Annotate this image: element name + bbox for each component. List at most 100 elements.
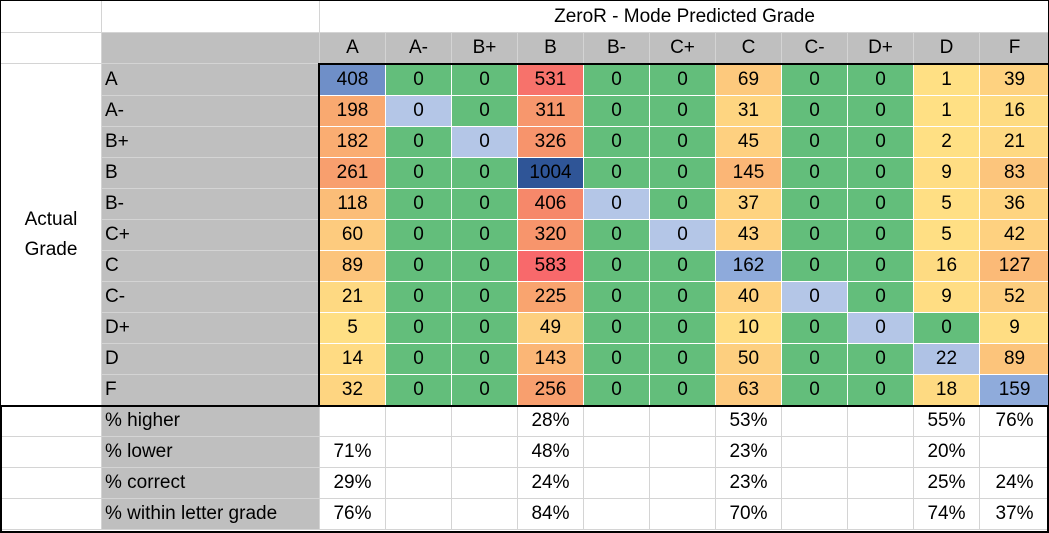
blank-cell[interactable]	[1, 468, 102, 499]
matrix-cell[interactable]: 0	[452, 375, 518, 406]
matrix-cell[interactable]: 0	[782, 344, 848, 375]
matrix-cell[interactable]: 9	[980, 313, 1049, 344]
predicted-grade-header[interactable]: A	[320, 33, 386, 64]
stat-cell[interactable]	[386, 468, 452, 499]
actual-grade-row-label[interactable]: B-	[102, 189, 320, 220]
stat-row-label[interactable]: % within letter grade	[102, 499, 320, 530]
matrix-cell[interactable]: 0	[452, 96, 518, 127]
stat-cell[interactable]	[452, 406, 518, 437]
matrix-cell[interactable]: 21	[320, 282, 386, 313]
stat-cell[interactable]: 23%	[716, 468, 782, 499]
matrix-cell[interactable]: 0	[584, 282, 650, 313]
matrix-cell[interactable]: 5	[914, 220, 980, 251]
matrix-cell[interactable]: 5	[914, 189, 980, 220]
matrix-cell[interactable]: 0	[650, 375, 716, 406]
matrix-cell[interactable]: 42	[980, 220, 1049, 251]
blank-cell[interactable]	[1, 499, 102, 530]
stat-cell[interactable]: 37%	[980, 499, 1049, 530]
stat-cell[interactable]: 48%	[518, 437, 584, 468]
matrix-cell[interactable]: 9	[914, 282, 980, 313]
matrix-cell[interactable]: 0	[584, 127, 650, 158]
stat-cell[interactable]	[782, 499, 848, 530]
matrix-cell[interactable]: 0	[452, 282, 518, 313]
matrix-cell[interactable]: 18	[914, 375, 980, 406]
stat-cell[interactable]: 84%	[518, 499, 584, 530]
predicted-grade-header[interactable]: B	[518, 33, 584, 64]
matrix-cell[interactable]: 45	[716, 127, 782, 158]
matrix-cell[interactable]: 0	[386, 64, 452, 96]
matrix-cell[interactable]: 83	[980, 158, 1049, 189]
stat-cell[interactable]	[386, 406, 452, 437]
matrix-cell[interactable]: 0	[848, 251, 914, 282]
matrix-title[interactable]: ZeroR - Mode Predicted Grade	[320, 1, 1049, 33]
corner-cell[interactable]	[102, 1, 320, 33]
matrix-cell[interactable]: 145	[716, 158, 782, 189]
stat-cell[interactable]: 24%	[980, 468, 1049, 499]
matrix-cell[interactable]: 0	[386, 220, 452, 251]
matrix-cell[interactable]: 0	[848, 127, 914, 158]
stat-row-label[interactable]: % lower	[102, 437, 320, 468]
matrix-cell[interactable]: 0	[650, 127, 716, 158]
matrix-cell[interactable]: 0	[452, 251, 518, 282]
matrix-cell[interactable]: 0	[452, 220, 518, 251]
matrix-cell[interactable]: 0	[386, 251, 452, 282]
matrix-cell[interactable]: 0	[650, 96, 716, 127]
matrix-cell[interactable]: 0	[650, 189, 716, 220]
matrix-cell[interactable]: 0	[584, 375, 650, 406]
matrix-cell[interactable]: 69	[716, 64, 782, 96]
matrix-cell[interactable]: 198	[320, 96, 386, 127]
matrix-cell[interactable]: 52	[980, 282, 1049, 313]
actual-grade-row-label[interactable]: A	[102, 64, 320, 96]
matrix-cell[interactable]: 0	[584, 189, 650, 220]
actual-grade-row-label[interactable]: B	[102, 158, 320, 189]
matrix-cell[interactable]: 118	[320, 189, 386, 220]
matrix-cell[interactable]: 0	[848, 158, 914, 189]
actual-grade-row-label[interactable]: C+	[102, 220, 320, 251]
stat-cell[interactable]	[584, 406, 650, 437]
matrix-cell[interactable]: 16	[980, 96, 1049, 127]
matrix-cell[interactable]: 0	[782, 96, 848, 127]
stat-cell[interactable]	[848, 499, 914, 530]
matrix-cell[interactable]: 0	[386, 189, 452, 220]
stat-cell[interactable]	[782, 468, 848, 499]
matrix-cell[interactable]: 0	[782, 282, 848, 313]
stat-cell[interactable]: 55%	[914, 406, 980, 437]
matrix-cell[interactable]: 0	[452, 344, 518, 375]
actual-grade-row-label[interactable]: B+	[102, 127, 320, 158]
blank-cell[interactable]	[1, 406, 102, 437]
matrix-cell[interactable]: 531	[518, 64, 584, 96]
matrix-cell[interactable]: 406	[518, 189, 584, 220]
matrix-cell[interactable]: 0	[848, 64, 914, 96]
stat-cell[interactable]: 76%	[320, 499, 386, 530]
matrix-cell[interactable]: 225	[518, 282, 584, 313]
matrix-cell[interactable]: 32	[320, 375, 386, 406]
matrix-cell[interactable]: 50	[716, 344, 782, 375]
matrix-cell[interactable]: 2	[914, 127, 980, 158]
matrix-cell[interactable]: 143	[518, 344, 584, 375]
matrix-cell[interactable]: 0	[452, 127, 518, 158]
matrix-cell[interactable]: 22	[914, 344, 980, 375]
matrix-cell[interactable]: 0	[452, 64, 518, 96]
stat-cell[interactable]	[782, 406, 848, 437]
matrix-cell[interactable]: 0	[914, 313, 980, 344]
matrix-cell[interactable]: 0	[782, 189, 848, 220]
matrix-cell[interactable]: 49	[518, 313, 584, 344]
stat-cell[interactable]	[650, 437, 716, 468]
matrix-cell[interactable]: 0	[452, 313, 518, 344]
stat-cell[interactable]	[452, 437, 518, 468]
stat-cell[interactable]	[320, 406, 386, 437]
stat-cell[interactable]: 24%	[518, 468, 584, 499]
matrix-cell[interactable]: 261	[320, 158, 386, 189]
matrix-cell[interactable]: 36	[980, 189, 1049, 220]
stat-cell[interactable]	[782, 437, 848, 468]
header-corner[interactable]	[102, 33, 320, 64]
stat-cell[interactable]: 29%	[320, 468, 386, 499]
matrix-cell[interactable]: 0	[848, 220, 914, 251]
matrix-cell[interactable]: 0	[848, 375, 914, 406]
matrix-cell[interactable]: 0	[386, 158, 452, 189]
stat-cell[interactable]	[386, 499, 452, 530]
stat-cell[interactable]	[584, 499, 650, 530]
matrix-cell[interactable]: 408	[320, 64, 386, 96]
stat-cell[interactable]: 20%	[914, 437, 980, 468]
matrix-cell[interactable]: 0	[650, 313, 716, 344]
